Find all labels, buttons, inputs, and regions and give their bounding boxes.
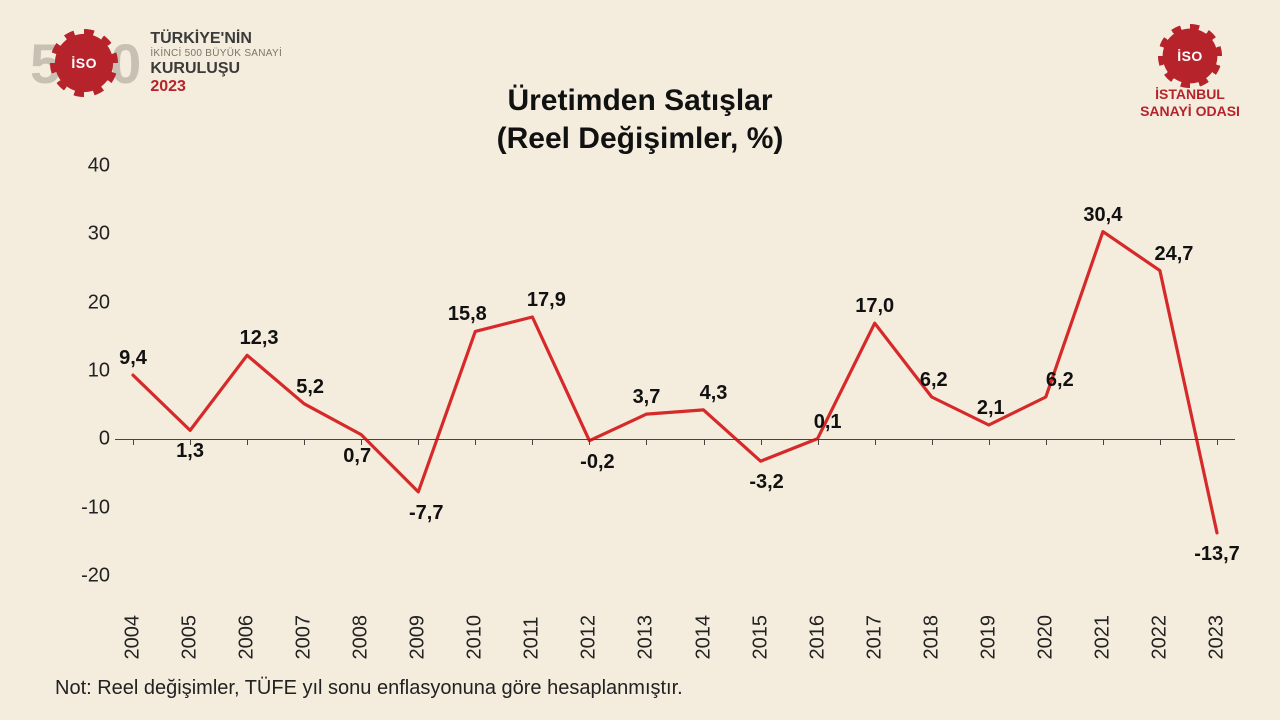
title-line1: Üretimden Satışlar bbox=[0, 82, 1280, 120]
x-label: 2010 bbox=[464, 630, 487, 660]
data-label: 17,9 bbox=[527, 289, 566, 312]
gear-text: İSO bbox=[1177, 48, 1203, 64]
x-label: 2022 bbox=[1148, 630, 1171, 660]
plot-area: 9,4 1,3 12,3 5,2 0,7 -7,7 15,8 17,9 -0,2 3,7 4,3 -3… bbox=[115, 166, 1235, 576]
y-tick: 20 bbox=[60, 291, 110, 314]
x-label: 2021 bbox=[1091, 630, 1114, 660]
data-label: 1,3 bbox=[176, 440, 204, 463]
y-tick: 10 bbox=[60, 360, 110, 383]
data-label: 9,4 bbox=[119, 347, 147, 370]
zero-axis bbox=[115, 439, 1235, 440]
logo-line3: KURULUŞU bbox=[150, 60, 282, 78]
x-label: 2009 bbox=[407, 630, 430, 660]
logo-line1: TÜRKİYE'NİN bbox=[150, 30, 282, 48]
x-label: 2017 bbox=[863, 630, 886, 660]
x-label: 2012 bbox=[578, 630, 601, 660]
y-tick: -10 bbox=[60, 496, 110, 519]
x-label: 2013 bbox=[635, 630, 658, 660]
data-label: 2,1 bbox=[977, 397, 1005, 420]
data-label: 15,8 bbox=[448, 303, 487, 326]
x-label: 2004 bbox=[122, 630, 145, 660]
data-label: -3,2 bbox=[749, 471, 783, 494]
data-label: 6,2 bbox=[1046, 369, 1074, 392]
x-label: 2007 bbox=[293, 630, 316, 660]
data-label: 4,3 bbox=[700, 382, 728, 405]
data-label: -0,2 bbox=[580, 451, 614, 474]
x-label: 2015 bbox=[749, 630, 772, 660]
title-line2: (Reel Değişimler, %) bbox=[0, 120, 1280, 158]
x-label: 2014 bbox=[692, 630, 715, 660]
data-label: -7,7 bbox=[409, 502, 443, 525]
x-label: 2018 bbox=[920, 630, 943, 660]
chart-title: Üretimden Satışlar (Reel Değişimler, %) bbox=[0, 82, 1280, 157]
data-label: 0,1 bbox=[814, 411, 842, 434]
data-label: 6,2 bbox=[920, 369, 948, 392]
line-chart: 9,4 1,3 12,3 5,2 0,7 -7,7 15,8 17,9 -0,2 3,7 4,3 -3… bbox=[60, 166, 1235, 632]
data-label: 12,3 bbox=[240, 327, 279, 350]
footnote: Not: Reel değişimler, TÜFE yıl sonu enfl… bbox=[55, 677, 683, 700]
x-label: 2006 bbox=[236, 630, 259, 660]
y-tick: 40 bbox=[60, 155, 110, 178]
data-label: 3,7 bbox=[633, 386, 661, 409]
y-tick: 0 bbox=[60, 428, 110, 451]
data-label: 5,2 bbox=[296, 376, 324, 399]
gear-text: İSO bbox=[71, 55, 97, 71]
x-label: 2020 bbox=[1034, 630, 1057, 660]
data-label: -13,7 bbox=[1194, 543, 1240, 566]
x-label: 2019 bbox=[977, 630, 1000, 660]
data-label: 0,7 bbox=[343, 445, 371, 468]
data-label: 24,7 bbox=[1154, 243, 1193, 266]
y-tick: -20 bbox=[60, 565, 110, 588]
data-label: 30,4 bbox=[1083, 204, 1122, 227]
gear-icon: İSO bbox=[1164, 30, 1216, 82]
x-label: 2023 bbox=[1206, 630, 1229, 660]
x-label: 2016 bbox=[806, 630, 829, 660]
x-label: 2011 bbox=[521, 630, 544, 660]
data-label: 17,0 bbox=[855, 295, 894, 318]
x-label: 2008 bbox=[350, 630, 373, 660]
x-label: 2005 bbox=[179, 630, 202, 660]
logo-line2: İKİNCİ 500 BÜYÜK SANAYİ bbox=[150, 48, 282, 60]
y-tick: 30 bbox=[60, 223, 110, 246]
